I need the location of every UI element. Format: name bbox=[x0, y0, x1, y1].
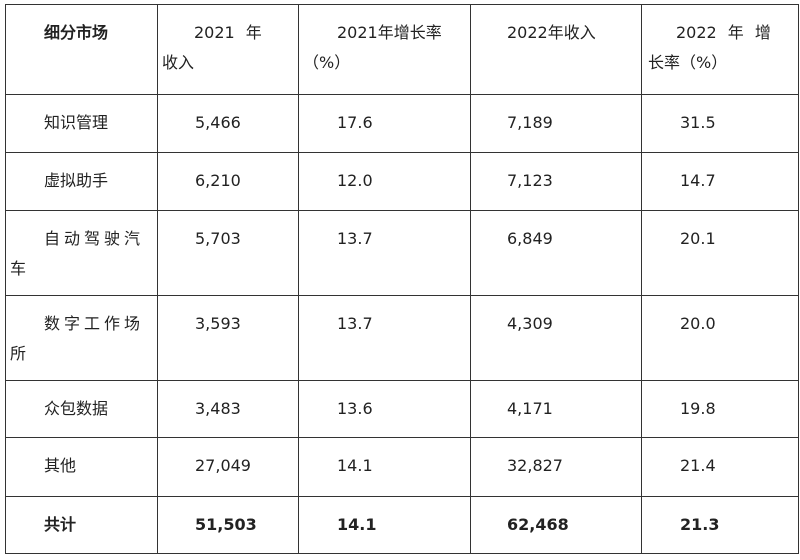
row-2022-growth-cell: 20.1 bbox=[641, 210, 799, 296]
row-2021-revenue-cell: 6,210 bbox=[157, 152, 299, 211]
row-2021-revenue-cell: 3,593 bbox=[157, 295, 299, 381]
row-2021-growth-cell: 13.7 bbox=[298, 295, 471, 381]
row-2022-growth-cell: 31.5 bbox=[641, 94, 799, 153]
row-2022-growth-cell: 19.8 bbox=[641, 380, 799, 438]
header-cell-2021-revenue: 2021 年 收入 bbox=[157, 4, 299, 95]
row-2022-growth-cell: 20.0 bbox=[641, 295, 799, 381]
row-segment-cell: 虚拟助手 bbox=[5, 152, 158, 211]
row-2022-revenue-cell: 7,123 bbox=[470, 152, 642, 211]
row-2022-growth-cell: 21.4 bbox=[641, 437, 799, 497]
row-2022-revenue-cell: 4,309 bbox=[470, 295, 642, 381]
table-row: 众包数据 3,483 13.6 4,171 19.8 bbox=[5, 380, 799, 438]
row-2022-revenue-cell: 4,171 bbox=[470, 380, 642, 438]
table-row: 数字工作场所 3,593 13.7 4,309 20.0 bbox=[5, 295, 799, 381]
row-segment-cell: 其他 bbox=[5, 437, 158, 497]
row-2022-growth-cell: 14.7 bbox=[641, 152, 799, 211]
row-2022-revenue-cell: 7,189 bbox=[470, 94, 642, 153]
market-revenue-table: 细分市场 2021 年 收入 2021年增长率（%） 2022年收入 2022 … bbox=[5, 4, 799, 554]
header-cell-2021-growth: 2021年增长率（%） bbox=[298, 4, 471, 95]
row-2022-revenue-cell: 6,849 bbox=[470, 210, 642, 296]
row-2021-revenue-cell: 5,466 bbox=[157, 94, 299, 153]
total-2022-revenue-cell: 62,468 bbox=[470, 496, 642, 554]
table-row: 其他 27,049 14.1 32,827 21.4 bbox=[5, 437, 799, 497]
row-segment-cell: 众包数据 bbox=[5, 380, 158, 438]
table-total-row: 共计 51,503 14.1 62,468 21.3 bbox=[5, 496, 799, 554]
total-2021-revenue-cell: 51,503 bbox=[157, 496, 299, 554]
row-2021-growth-cell: 17.6 bbox=[298, 94, 471, 153]
table-row: 知识管理 5,466 17.6 7,189 31.5 bbox=[5, 94, 799, 153]
header-cell-2022-revenue: 2022年收入 bbox=[470, 4, 642, 95]
header-cell-segment: 细分市场 bbox=[5, 4, 158, 95]
total-2022-growth-cell: 21.3 bbox=[641, 496, 799, 554]
row-2021-revenue-cell: 3,483 bbox=[157, 380, 299, 438]
row-segment-cell: 自动驾驶汽车 bbox=[5, 210, 158, 296]
table-row: 虚拟助手 6,210 12.0 7,123 14.7 bbox=[5, 152, 799, 211]
row-2021-revenue-cell: 27,049 bbox=[157, 437, 299, 497]
total-label-cell: 共计 bbox=[5, 496, 158, 554]
row-2022-revenue-cell: 32,827 bbox=[470, 437, 642, 497]
row-2021-growth-cell: 14.1 bbox=[298, 437, 471, 497]
table-row: 自动驾驶汽车 5,703 13.7 6,849 20.1 bbox=[5, 210, 799, 296]
row-2021-growth-cell: 12.0 bbox=[298, 152, 471, 211]
header-cell-2022-growth: 2022 年 增 长率（%） bbox=[641, 4, 799, 95]
row-segment-cell: 数字工作场所 bbox=[5, 295, 158, 381]
row-2021-growth-cell: 13.6 bbox=[298, 380, 471, 438]
row-2021-revenue-cell: 5,703 bbox=[157, 210, 299, 296]
row-2021-growth-cell: 13.7 bbox=[298, 210, 471, 296]
total-2021-growth-cell: 14.1 bbox=[298, 496, 471, 554]
table-header-row: 细分市场 2021 年 收入 2021年增长率（%） 2022年收入 2022 … bbox=[5, 4, 799, 95]
row-segment-cell: 知识管理 bbox=[5, 94, 158, 153]
